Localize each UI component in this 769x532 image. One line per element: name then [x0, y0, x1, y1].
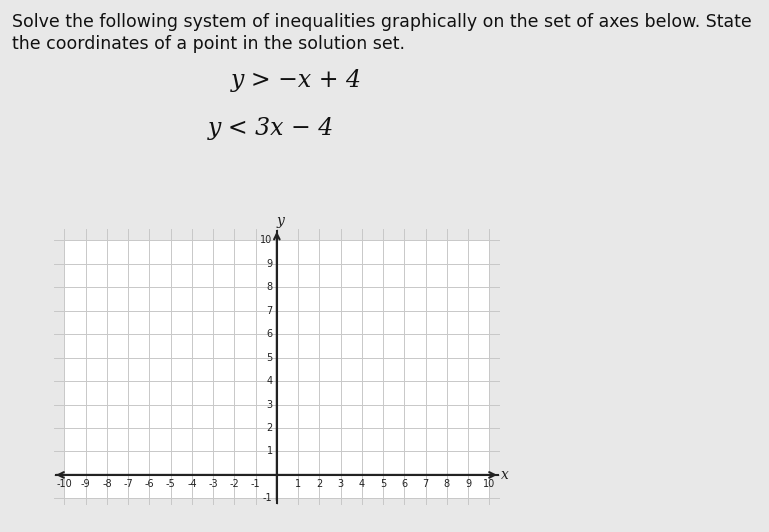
Text: 5: 5	[266, 353, 272, 363]
Text: -3: -3	[208, 479, 218, 489]
Text: 3: 3	[338, 479, 344, 489]
Text: y > −x + 4: y > −x + 4	[231, 69, 361, 92]
Text: 8: 8	[267, 282, 272, 293]
Text: -7: -7	[123, 479, 133, 489]
Text: -5: -5	[166, 479, 175, 489]
Text: 6: 6	[401, 479, 408, 489]
Text: -4: -4	[187, 479, 197, 489]
Text: 8: 8	[444, 479, 450, 489]
Text: -10: -10	[57, 479, 72, 489]
Text: -1: -1	[263, 493, 272, 503]
Text: Solve the following system of inequalities graphically on the set of axes below.: Solve the following system of inequaliti…	[12, 13, 751, 31]
Text: 1: 1	[295, 479, 301, 489]
Text: 5: 5	[380, 479, 386, 489]
Text: 2: 2	[266, 423, 272, 433]
Text: -1: -1	[251, 479, 261, 489]
Text: -8: -8	[102, 479, 112, 489]
Text: 7: 7	[422, 479, 428, 489]
Text: 9: 9	[267, 259, 272, 269]
Text: 3: 3	[267, 400, 272, 410]
Text: 1: 1	[267, 446, 272, 456]
Text: -2: -2	[229, 479, 239, 489]
Text: x: x	[501, 468, 509, 482]
Text: 4: 4	[358, 479, 365, 489]
Text: 2: 2	[316, 479, 322, 489]
Text: 10: 10	[483, 479, 495, 489]
Text: the coordinates of a point in the solution set.: the coordinates of a point in the soluti…	[12, 35, 404, 53]
Text: 10: 10	[261, 236, 272, 245]
Text: y < 3x − 4: y < 3x − 4	[208, 117, 334, 140]
Text: 6: 6	[267, 329, 272, 339]
Text: 9: 9	[465, 479, 471, 489]
Text: 4: 4	[267, 376, 272, 386]
Text: -6: -6	[145, 479, 155, 489]
Text: 7: 7	[266, 306, 272, 316]
Text: y: y	[276, 213, 284, 228]
Text: -9: -9	[81, 479, 91, 489]
